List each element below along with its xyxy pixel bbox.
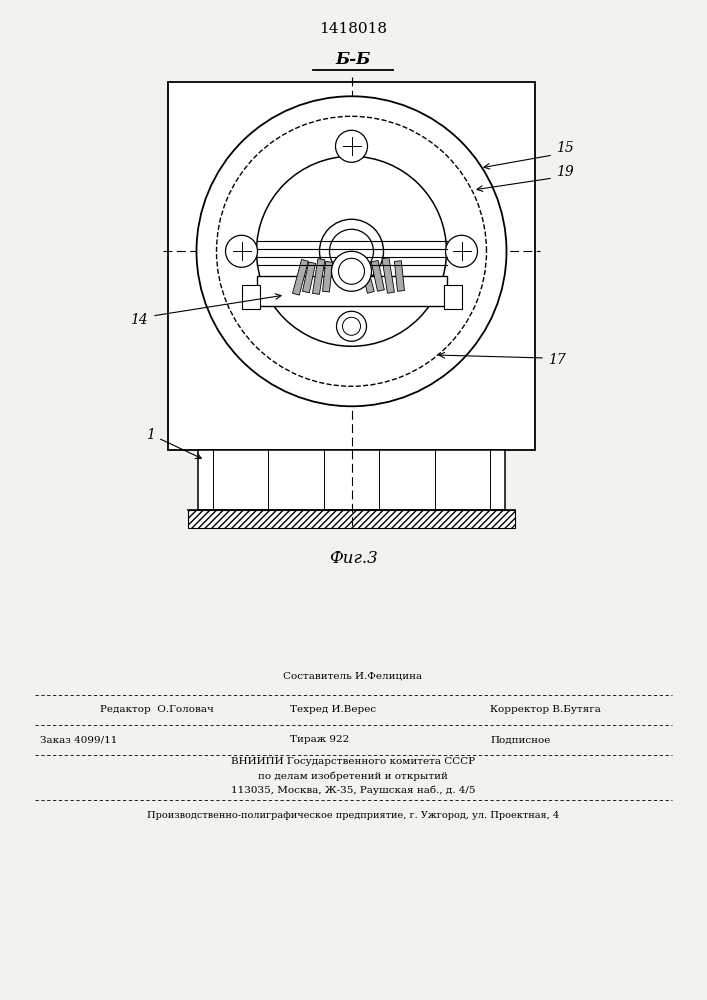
Bar [303, 262, 315, 293]
Circle shape [337, 311, 366, 341]
Text: Тираж 922: Тираж 922 [290, 736, 349, 744]
Bar [395, 261, 404, 291]
Text: Заказ 4099/11: Заказ 4099/11 [40, 736, 117, 744]
Bar [358, 258, 374, 293]
Bar [322, 261, 332, 292]
Bar [257, 276, 447, 306]
Text: 1: 1 [146, 428, 155, 442]
Circle shape [342, 317, 361, 335]
Bar [382, 258, 395, 293]
Circle shape [332, 251, 371, 291]
Text: Редактор  О.Головач: Редактор О.Головач [100, 706, 214, 714]
Text: 15: 15 [556, 141, 574, 155]
Text: 14: 14 [130, 313, 148, 327]
Text: по делам изобретений и открытий: по делам изобретений и открытий [258, 771, 448, 781]
Circle shape [329, 229, 373, 273]
Text: Корректор В.Бутяга: Корректор В.Бутяга [490, 706, 601, 714]
Circle shape [445, 235, 477, 267]
Bar [198, 450, 505, 510]
Text: Составитель И.Фелицина: Составитель И.Фелицина [284, 672, 423, 680]
Text: Производственно-полиграфическое предприятие, г. Ужгород, ул. Проектная, 4: Производственно-полиграфическое предприя… [147, 810, 559, 820]
Text: 19: 19 [556, 165, 574, 179]
Circle shape [339, 258, 365, 284]
Bar [312, 259, 325, 294]
Circle shape [197, 96, 506, 406]
Text: Фиг.3: Фиг.3 [329, 550, 378, 567]
Circle shape [336, 130, 368, 162]
Bar [293, 259, 308, 295]
Text: ВНИИПИ Государственного комитета СССР: ВНИИПИ Государственного комитета СССР [231, 758, 475, 766]
Bar [371, 260, 385, 291]
Text: 17: 17 [548, 353, 566, 367]
Text: 1418018: 1418018 [319, 22, 387, 36]
Text: Б-Б: Б-Б [335, 51, 370, 68]
Text: Подписное: Подписное [490, 736, 550, 744]
Bar [188, 510, 515, 528]
Bar [168, 82, 535, 450]
Text: 113035, Москва, Ж-35, Раушская наб., д. 4/5: 113035, Москва, Ж-35, Раушская наб., д. … [230, 785, 475, 795]
Circle shape [226, 235, 257, 267]
Text: Техред И.Верес: Техред И.Верес [290, 706, 376, 714]
Circle shape [320, 219, 383, 283]
Bar [443, 285, 462, 309]
Bar [242, 285, 259, 309]
Circle shape [257, 156, 447, 346]
